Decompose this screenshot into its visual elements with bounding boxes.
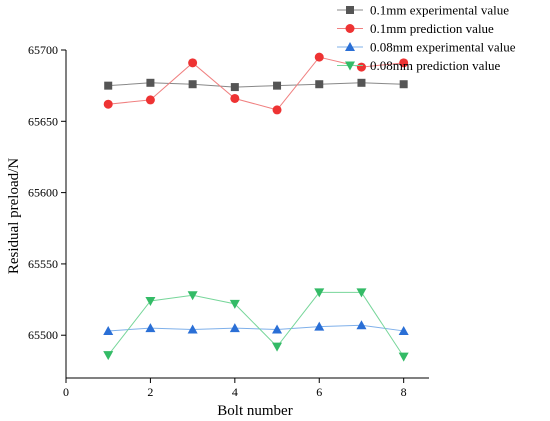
y-axis-ticks: 65500 65550 65600 65650 65700 [28,43,66,342]
data-point-series-1 [188,80,197,89]
data-point-series-3 [314,321,325,331]
data-point-series-4 [145,296,156,306]
data-point-series-3 [272,324,283,334]
data-point-series-3 [229,323,240,333]
x-tick-label: 8 [401,385,407,399]
data-point-series-1 [273,81,282,90]
data-point-series-3 [187,324,198,334]
y-tick-label: 65500 [28,328,58,342]
legend-marker [345,24,355,33]
series-line-1 [108,82,404,88]
y-tick-label: 65700 [28,43,58,57]
plot-markers [103,52,409,362]
data-point-series-1 [104,81,113,90]
data-point-series-1 [399,80,408,89]
data-point-series-4 [314,288,325,298]
x-tick-label: 4 [232,385,238,399]
data-point-series-4 [103,351,114,361]
data-point-series-2 [145,95,155,105]
y-tick-label: 65550 [28,257,58,271]
x-tick-label: 0 [63,385,69,399]
series-line-4 [107,291,405,357]
data-point-series-2 [272,105,282,115]
legend-label: 0.1mm prediction value [370,21,494,36]
x-tick-label: 2 [147,385,153,399]
data-point-series-3 [145,323,156,333]
y-tick-label: 65600 [28,186,58,200]
legend-marker [345,61,355,71]
data-point-series-1 [357,78,366,87]
data-point-series-1 [315,80,324,89]
data-point-series-2 [230,93,240,103]
series-line-3 [108,324,404,332]
data-point-series-3 [356,320,367,330]
x-axis-title: Bolt number [217,403,292,419]
data-point-series-2 [103,99,113,109]
legend-label: 0.1mm experimental value [370,3,509,18]
legend-marker [346,6,354,14]
legend: 0.1mm experimental value 0.1mm prediction… [337,3,516,73]
data-point-series-4 [356,288,367,298]
data-point-series-2 [314,52,324,62]
y-axis-title: Residual preload/N [6,158,22,274]
data-point-series-2 [188,58,198,68]
data-point-series-4 [272,342,283,352]
data-point-series-1 [230,83,239,92]
x-tick-label: 6 [316,385,322,399]
x-axis-ticks: 0 2 4 6 8 [63,378,407,399]
data-point-series-2 [356,62,366,72]
legend-marker [345,42,355,51]
data-point-series-4 [187,291,198,301]
data-point-series-3 [103,325,114,335]
legend-label: 0.08mm experimental value [370,40,516,55]
data-point-series-1 [146,78,155,87]
data-point-series-2 [399,58,409,68]
data-point-series-4 [229,299,240,309]
y-tick-label: 65650 [28,114,58,128]
data-point-series-4 [398,352,409,362]
legend-label: 0.08mm prediction value [370,58,501,73]
data-point-series-3 [398,325,409,335]
